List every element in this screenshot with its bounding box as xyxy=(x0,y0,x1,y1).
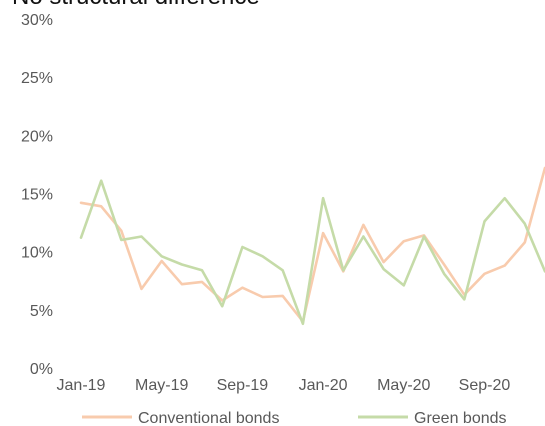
y-tick-label: 10% xyxy=(21,245,53,262)
legend-label-green-bonds: Green bonds xyxy=(414,410,507,426)
legend: Conventional bonds Green bonds xyxy=(82,410,507,426)
x-tick-label: Jan-19 xyxy=(57,377,106,394)
y-tick-label: 30% xyxy=(21,12,53,29)
y-axis: 0% 5% 10% 15% 20% 25% 30% xyxy=(21,12,53,378)
y-tick-label: 20% xyxy=(21,128,53,145)
x-axis: Jan-19 May-19 Sep-19 Jan-20 May-20 Sep-20 xyxy=(57,377,511,394)
y-tick-label: 25% xyxy=(21,70,53,87)
x-tick-label: May-20 xyxy=(377,377,430,394)
series-layer xyxy=(79,166,545,326)
legend-label-conventional-bonds: Conventional bonds xyxy=(138,410,279,426)
x-tick-label: Sep-19 xyxy=(217,377,269,394)
x-tick-label: Jan-20 xyxy=(299,377,348,394)
x-tick-label: May-19 xyxy=(135,377,188,394)
y-tick-label: 15% xyxy=(21,187,53,204)
y-tick-label: 5% xyxy=(30,303,53,320)
y-tick-label: 0% xyxy=(30,361,53,378)
x-tick-label: Sep-20 xyxy=(459,377,511,394)
series-line-green-bonds xyxy=(79,179,545,326)
chart-title: No structural difference xyxy=(12,0,260,11)
